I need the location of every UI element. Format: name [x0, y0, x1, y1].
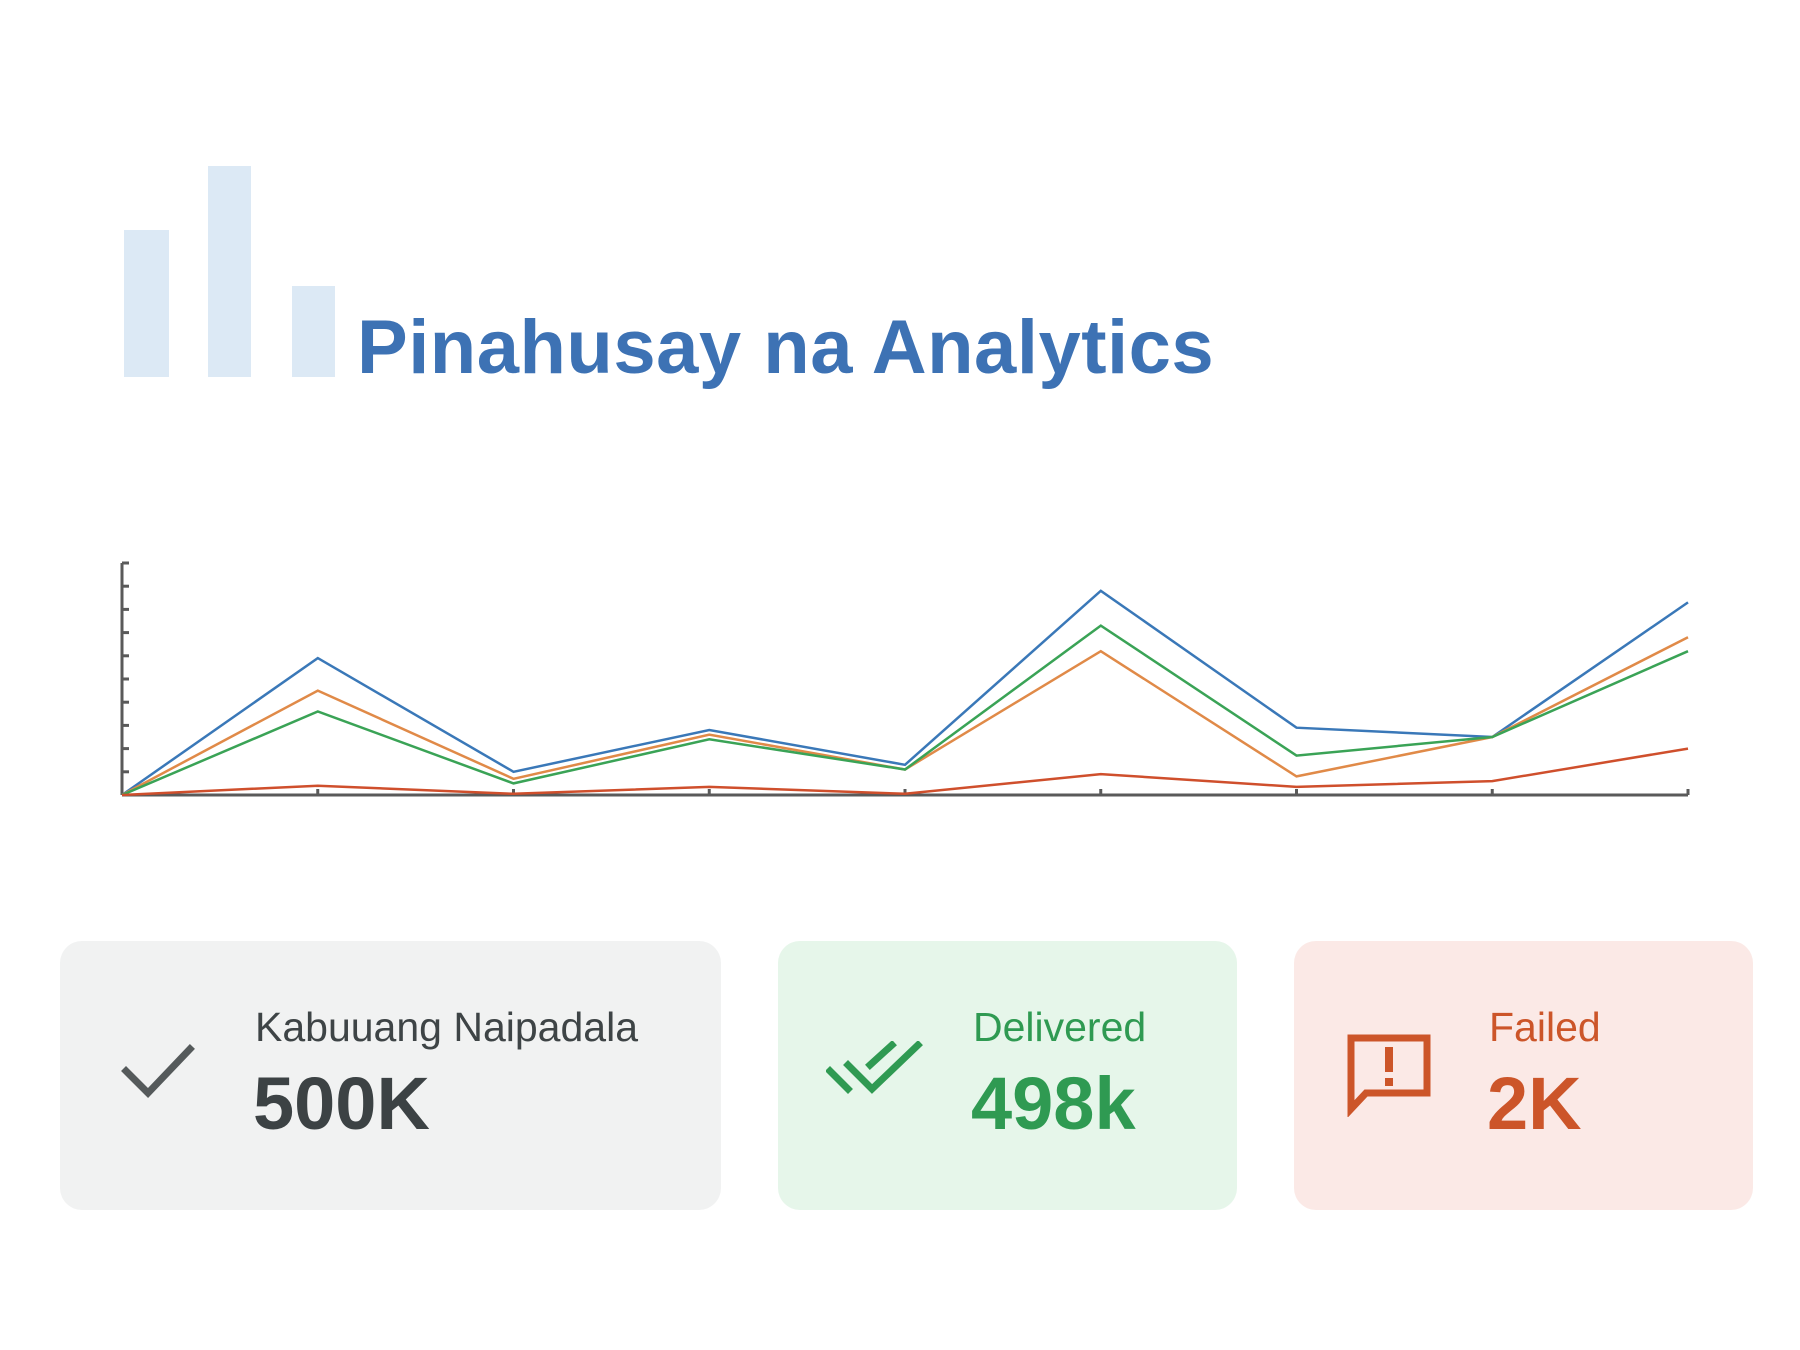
logo-bar-left — [124, 230, 169, 377]
page-title: Pinahusay na Analytics — [357, 305, 1215, 390]
stat-value-delivered: 498k — [971, 1062, 1136, 1145]
stat-card-delivered: Delivered 498k — [778, 941, 1237, 1210]
chart-series — [121, 589, 1689, 797]
check-icon — [121, 1044, 195, 1099]
stat-label-failed: Failed — [1489, 1004, 1601, 1050]
alert-message-icon — [1347, 1034, 1431, 1117]
stat-card-failed: Failed 2K — [1294, 941, 1753, 1210]
stat-label-total: Kabuuang Naipadala — [255, 1004, 638, 1050]
series-line-2 — [121, 636, 1689, 797]
series-line-4 — [121, 747, 1689, 797]
series-line-3 — [121, 624, 1689, 797]
stat-value-total: 500K — [253, 1062, 430, 1145]
double-check-icon — [826, 1041, 923, 1094]
stat-card-total: Kabuuang Naipadala 500K — [60, 941, 721, 1210]
series-line-1 — [121, 589, 1689, 797]
logo-bar-middle — [208, 166, 251, 377]
logo-bar-right — [292, 286, 335, 377]
line-chart — [120, 561, 1690, 797]
stat-label-delivered: Delivered — [973, 1004, 1147, 1050]
chart-axes — [120, 561, 1690, 797]
stat-value-failed: 2K — [1487, 1062, 1582, 1145]
